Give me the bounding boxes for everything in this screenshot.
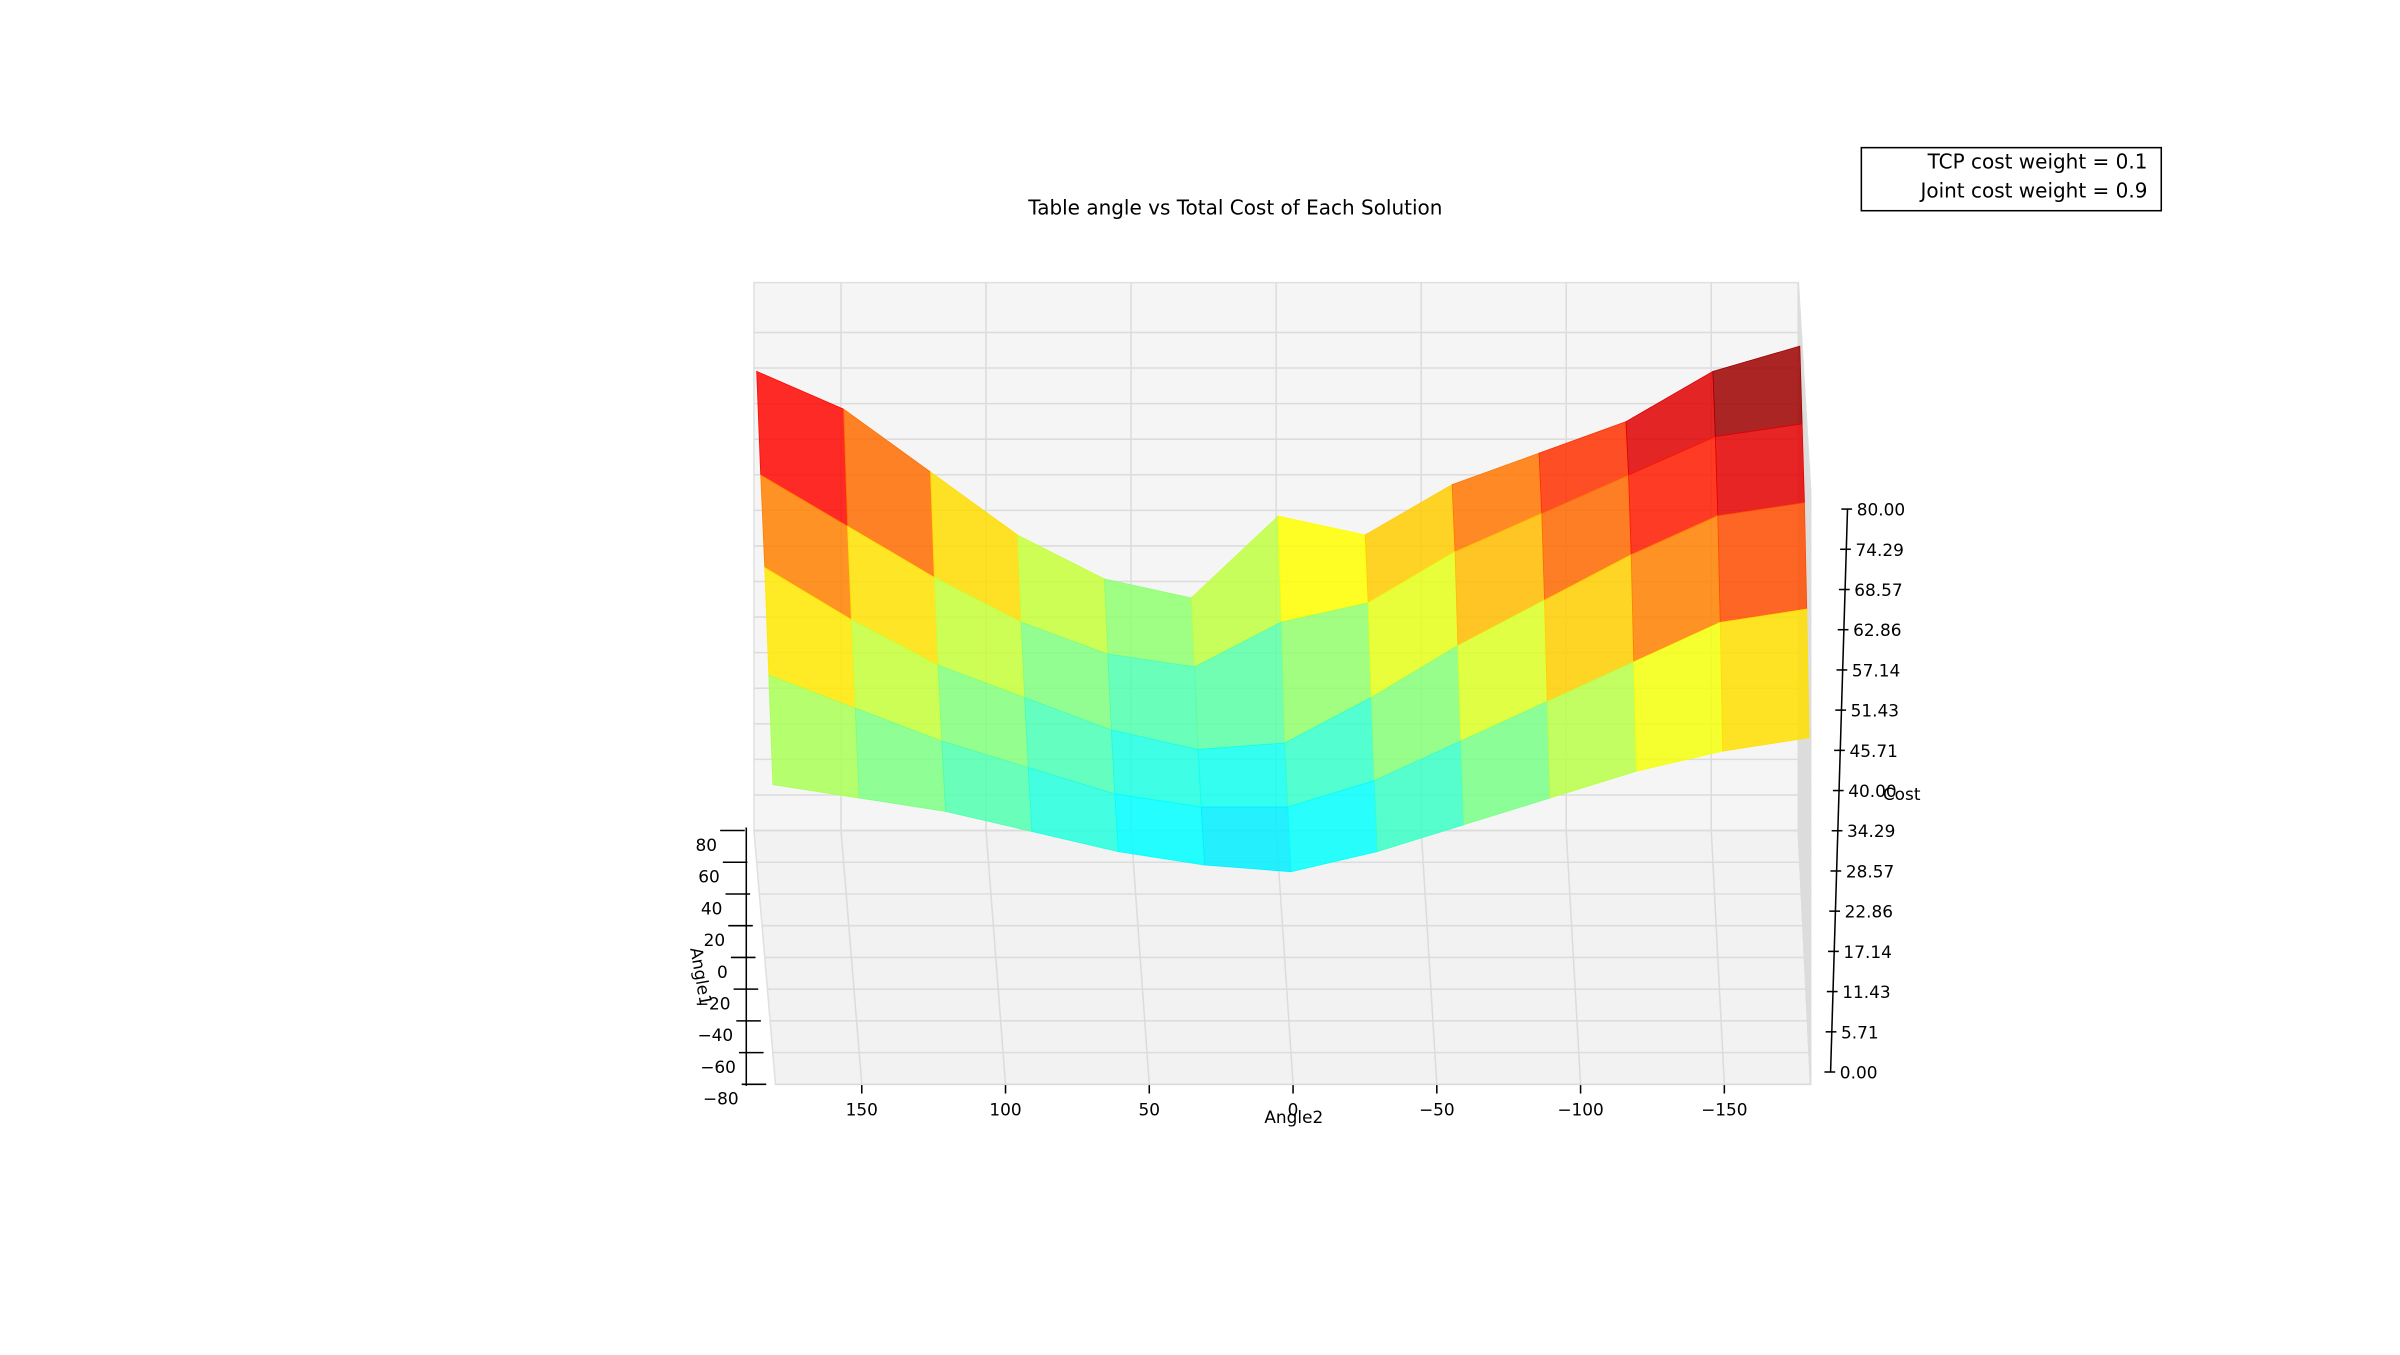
z-tick-label: 5.71 [1841,1022,1879,1042]
surface-patch [1197,742,1289,808]
z-tick-label: 17.14 [1843,942,1891,962]
x-tick-label: −50 [1419,1099,1455,1119]
z-tick-label: 45.71 [1849,741,1897,761]
z-tick-label: 74.29 [1856,540,1904,560]
grid-line [753,331,1812,543]
axis-label: Angle1 [686,946,716,1007]
legend-box [1860,146,2163,212]
surface-patch [1719,608,1810,752]
x-tick-label: 50 [1139,1099,1161,1119]
z-tick-label: 34.29 [1847,821,1895,841]
y-tick-label: −40 [698,1025,734,1045]
z-tick-label: 28.57 [1846,862,1894,882]
z-tick-label: 57.14 [1852,660,1900,680]
x-tick-label: 0 [1288,1099,1299,1119]
y-tick-label: 60 [698,867,720,887]
y-tick-label: −60 [700,1057,736,1077]
z-tick-label: 22.86 [1845,902,1893,922]
x-tick-label: 150 [846,1099,878,1119]
annotation: TCP cost weight = 0.1 [1927,150,2148,174]
z-tick-label: 0.00 [1840,1063,1878,1083]
z-tick-label: 68.57 [1854,580,1902,600]
z-tick-label: 40.00 [1848,781,1896,801]
z-tick-label: 80.00 [1857,500,1905,520]
chart-title: Table angle vs Total Cost of Each Soluti… [1027,196,1442,220]
y-tick-label: 20 [704,930,726,950]
y-tick-label: 80 [696,835,718,855]
annotation: Joint cost weight = 0.9 [1918,179,2147,203]
y-tick-label: 40 [701,898,723,918]
axis-line [1829,509,1849,1073]
x-tick-label: −100 [1557,1099,1603,1119]
x-tick-label: −150 [1701,1099,1747,1119]
axis-label: Angle2 [1264,1107,1323,1127]
y-tick-label: −80 [703,1089,739,1109]
surface-patch [1200,806,1292,873]
y-tick-label: 0 [717,962,728,982]
z-tick-label: 51.43 [1851,701,1899,721]
y-tick-label: −20 [695,994,731,1014]
z-tick-label: 11.43 [1842,982,1890,1002]
surface-patch [1714,423,1805,517]
z-tick-label: 62.86 [1853,620,1901,640]
x-tick-label: 100 [989,1099,1021,1119]
surface-patch [1717,502,1808,623]
axis-label: Cost [1883,784,1921,804]
